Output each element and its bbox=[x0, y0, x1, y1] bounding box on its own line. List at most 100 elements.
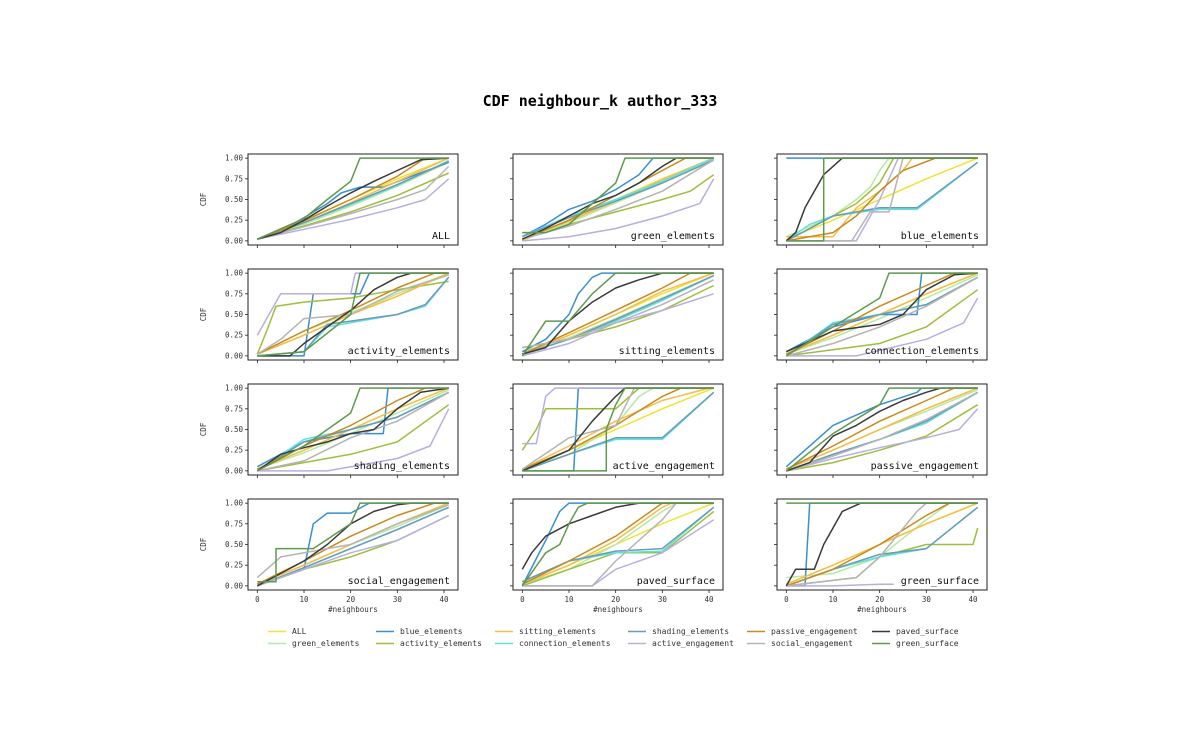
legend: ALL green_elements blue_elements activity_e… bbox=[268, 627, 959, 648]
series-line-paved_surface bbox=[257, 272, 449, 357]
series-line-shading_elements bbox=[785, 276, 979, 357]
panel-label: activity_elements bbox=[348, 346, 450, 357]
series-line-paved_surface bbox=[257, 157, 449, 240]
series-line-social_engagement bbox=[256, 504, 449, 579]
y-tick-label: 1.00 bbox=[225, 269, 244, 278]
y-tick-label: 0.25 bbox=[225, 331, 243, 340]
series-line-paved_surface bbox=[785, 502, 978, 587]
panel-label: social_engagement bbox=[348, 576, 450, 587]
series-line-green_surface bbox=[521, 502, 714, 587]
series-line-active_engagement bbox=[786, 157, 978, 242]
legend-item-social_engagement: social_engagement bbox=[747, 639, 853, 648]
panel-connection_elements: connection_elements bbox=[774, 268, 988, 363]
legend-item-ALL: ALL bbox=[268, 627, 307, 636]
panel-label: blue_elements bbox=[901, 231, 979, 242]
series-line-green_surface bbox=[522, 157, 714, 234]
series-line-shading_elements bbox=[522, 391, 715, 472]
series-line-paved_surface bbox=[785, 157, 978, 242]
panel-grid: 0.00 0.25 0.50 0.75 1.00 CDF ALL green_elements… bbox=[199, 153, 988, 614]
series-line-paved_surface bbox=[521, 157, 714, 240]
figure-title: CDF neighbour_k author_333 bbox=[483, 92, 718, 110]
series-line-active_engagement bbox=[522, 387, 714, 445]
series-line-paved_surface bbox=[785, 272, 978, 353]
series-line-green_surface bbox=[256, 387, 449, 472]
x-axis-label: #neighbours bbox=[593, 605, 643, 614]
series-line-activity_elements bbox=[257, 404, 450, 472]
x-tick-label: 30 bbox=[922, 595, 932, 604]
y-tick-label: 0.00 bbox=[225, 466, 244, 475]
series-line-green_surface bbox=[257, 272, 449, 357]
series-line-connection_elements bbox=[522, 391, 715, 472]
series-line-active_engagement bbox=[257, 408, 450, 472]
y-axis-label: CDF bbox=[199, 537, 208, 551]
series-line-connection_elements bbox=[257, 276, 450, 357]
panel-social_engagement: 0.00 0.25 0.50 0.75 1.00 0 10 20 30 40 CDF #neighbo… bbox=[199, 498, 459, 614]
series-line-active_engagement bbox=[522, 178, 715, 242]
legend-item-shading_elements: shading_elements bbox=[628, 627, 729, 636]
panel-paved_surface: 0 10 20 30 40 #neighbours paved_surface bbox=[510, 498, 724, 614]
series-line-social_engagement bbox=[786, 157, 978, 242]
legend-item-sitting_elements: sitting_elements bbox=[495, 627, 596, 636]
legend-label: ALL bbox=[292, 627, 307, 636]
legend-label: paved_surface bbox=[896, 627, 959, 636]
legend-label: connection_elements bbox=[519, 639, 611, 648]
series-line-green_elements bbox=[786, 274, 979, 355]
series-line-activity_elements bbox=[786, 404, 979, 472]
legend-item-activity_elements: activity_elements bbox=[376, 639, 482, 648]
series-line-blue_elements bbox=[521, 157, 714, 238]
panel-sitting_elements: sitting_elements bbox=[510, 268, 724, 363]
series-line-activity_elements bbox=[785, 157, 978, 242]
series-line-shading_elements bbox=[257, 276, 450, 357]
panel-label: ALL bbox=[432, 231, 450, 242]
y-tick-label: 0.00 bbox=[225, 351, 244, 360]
legend-label: sitting_elements bbox=[519, 627, 596, 636]
panel-label: green_elements bbox=[631, 231, 715, 242]
panel-label: active_engagement bbox=[613, 461, 715, 472]
series-line-shading_elements bbox=[257, 506, 449, 587]
x-tick-label: 20 bbox=[346, 595, 356, 604]
series-line-blue_elements bbox=[521, 272, 714, 353]
y-axis-label: CDF bbox=[199, 307, 208, 321]
legend-label: activity_elements bbox=[400, 639, 482, 648]
y-axis-label: CDF bbox=[199, 422, 208, 436]
panel-ALL: 0.00 0.25 0.50 0.75 1.00 CDF ALL bbox=[199, 153, 459, 248]
series-line-activity_elements bbox=[522, 284, 715, 349]
y-tick-label: 1.00 bbox=[225, 499, 244, 508]
series-line-connection_elements bbox=[786, 506, 979, 587]
series-line-activity_elements bbox=[786, 289, 979, 357]
series-line-shading_elements bbox=[785, 161, 979, 242]
y-tick-label: 0.75 bbox=[225, 519, 243, 528]
series-line-active_engagement bbox=[786, 583, 894, 587]
panel-label: sitting_elements bbox=[619, 346, 715, 357]
series-line-active_engagement bbox=[257, 514, 450, 587]
series-line-green_surface bbox=[256, 157, 449, 240]
x-tick-label: 40 bbox=[439, 595, 449, 604]
y-tick-label: 0.75 bbox=[225, 174, 243, 183]
series-line-green_surface bbox=[785, 272, 978, 357]
x-tick-label: 20 bbox=[611, 595, 621, 604]
x-tick-label: 10 bbox=[564, 595, 574, 604]
series-line-paved_surface bbox=[256, 387, 449, 472]
series-line-social_engagement bbox=[522, 279, 715, 349]
series-line-paved_surface bbox=[522, 272, 714, 355]
series-line-active_engagement bbox=[786, 408, 979, 472]
series-line-social_engagement bbox=[257, 391, 450, 472]
y-tick-label: 0.00 bbox=[225, 236, 244, 245]
panel-green_elements: green_elements bbox=[510, 153, 724, 248]
series-line-green_surface bbox=[786, 157, 978, 242]
series-line-social_engagement bbox=[786, 276, 979, 357]
x-axis-label: #neighbours bbox=[857, 605, 907, 614]
legend-item-active_engagement: active_engagement bbox=[628, 639, 734, 648]
panel-label: paved_surface bbox=[637, 576, 715, 587]
series-line-sitting_elements bbox=[786, 387, 978, 470]
panel-label: passive_engagement bbox=[871, 461, 979, 472]
series-line-ALL bbox=[786, 157, 978, 240]
x-tick-label: 0 bbox=[520, 595, 525, 604]
series-line-green_surface bbox=[257, 502, 449, 583]
legend-label: blue_elements bbox=[400, 627, 463, 636]
legend-item-paved_surface: paved_surface bbox=[872, 627, 959, 636]
x-tick-label: 20 bbox=[875, 595, 885, 604]
y-tick-label: 1.00 bbox=[225, 384, 244, 393]
series-line-green_surface bbox=[521, 272, 714, 357]
